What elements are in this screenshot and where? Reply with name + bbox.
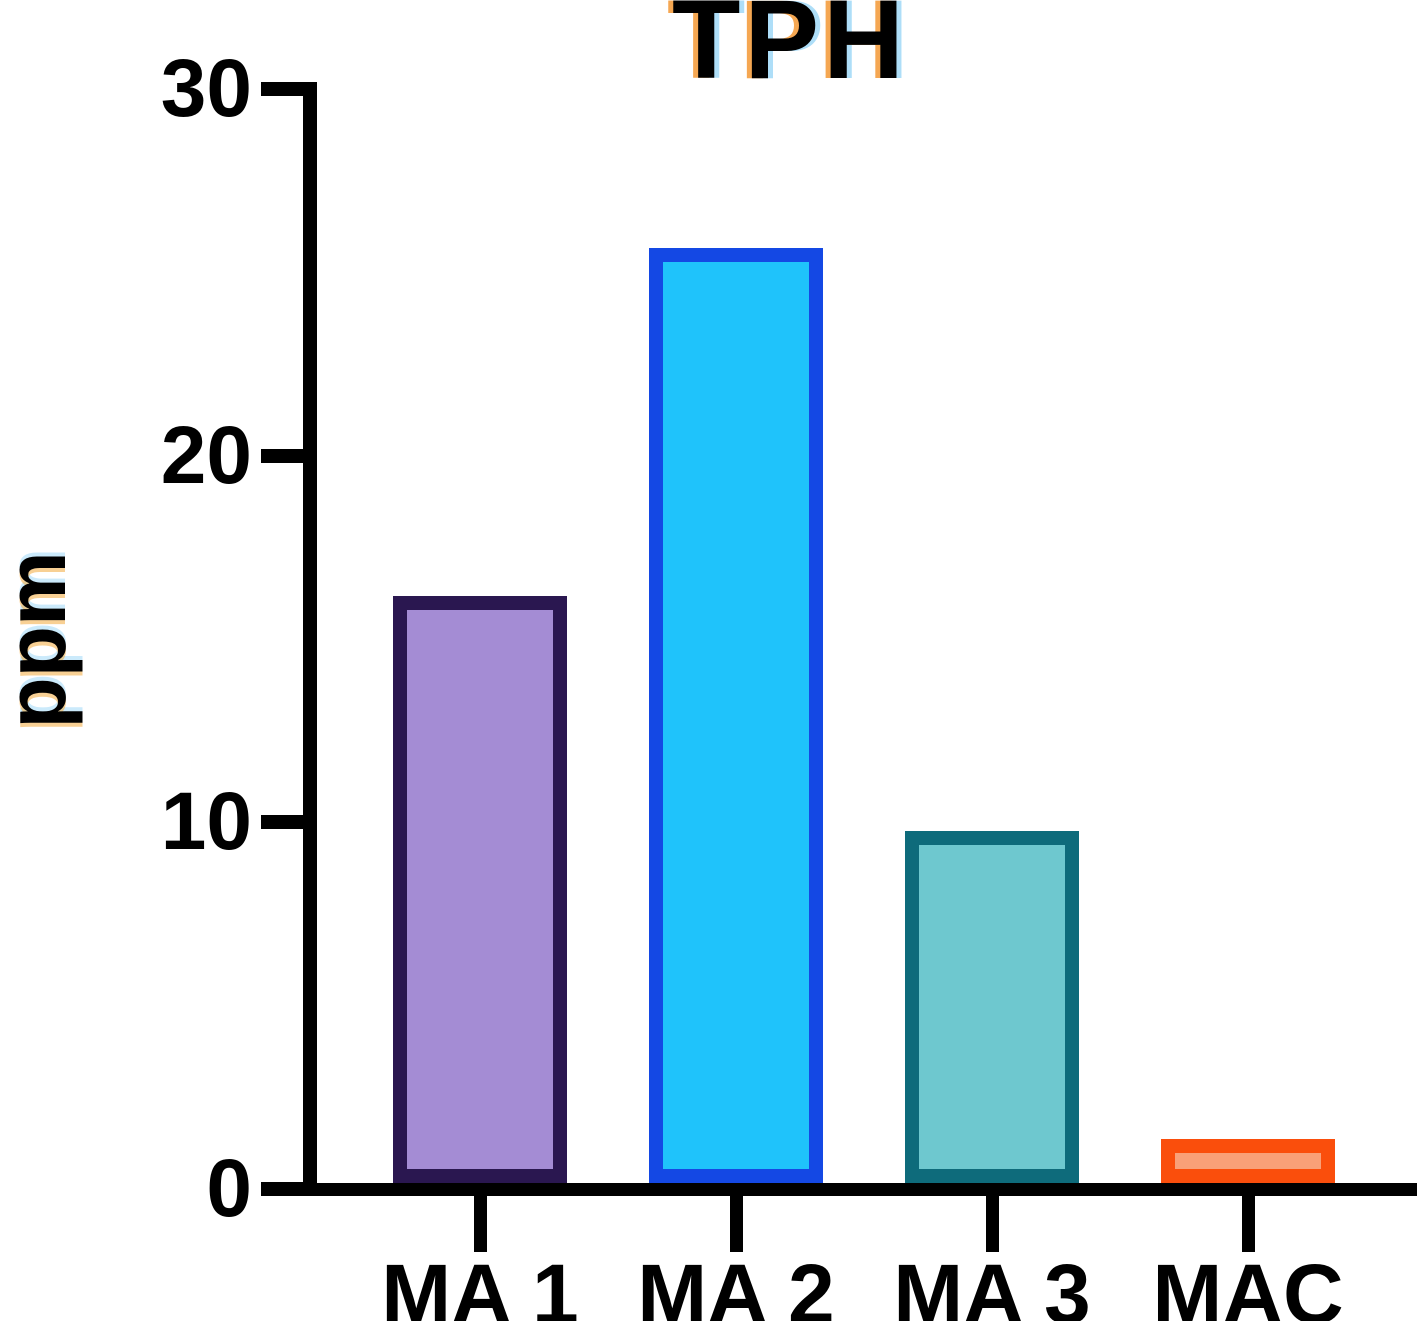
y-tick-label-10: 10 bbox=[160, 776, 252, 867]
y-tick-label-20: 20 bbox=[160, 410, 252, 501]
bar-ma-1 bbox=[393, 596, 567, 1183]
y-axis-label: ppm bbox=[0, 551, 83, 729]
y-tick-mark-0 bbox=[261, 1182, 303, 1196]
bar-ma-2 bbox=[649, 248, 823, 1183]
bar-ma-3 bbox=[905, 831, 1079, 1183]
y-tick-label-30: 30 bbox=[160, 43, 252, 134]
x-axis-line bbox=[261, 1183, 1417, 1196]
y-tick-label-0: 0 bbox=[206, 1143, 252, 1234]
x-tick-mark-1 bbox=[474, 1196, 487, 1252]
y-tick-mark-10 bbox=[261, 815, 303, 829]
y-tick-mark-20 bbox=[261, 449, 303, 463]
x-tick-mark-2 bbox=[730, 1196, 743, 1252]
chart-title: TPH bbox=[672, 0, 908, 102]
bar-mac bbox=[1161, 1139, 1335, 1183]
y-axis-line bbox=[303, 82, 317, 1196]
y-tick-mark-30 bbox=[261, 82, 303, 96]
x-tick-mark-4 bbox=[1242, 1196, 1255, 1252]
x-category-label-4: MAC bbox=[1152, 1247, 1344, 1321]
x-tick-mark-3 bbox=[986, 1196, 999, 1252]
x-category-label-3: MA 3 bbox=[893, 1247, 1091, 1321]
x-category-label-2: MA 2 bbox=[637, 1247, 835, 1321]
x-category-label-1: MA 1 bbox=[381, 1247, 579, 1321]
